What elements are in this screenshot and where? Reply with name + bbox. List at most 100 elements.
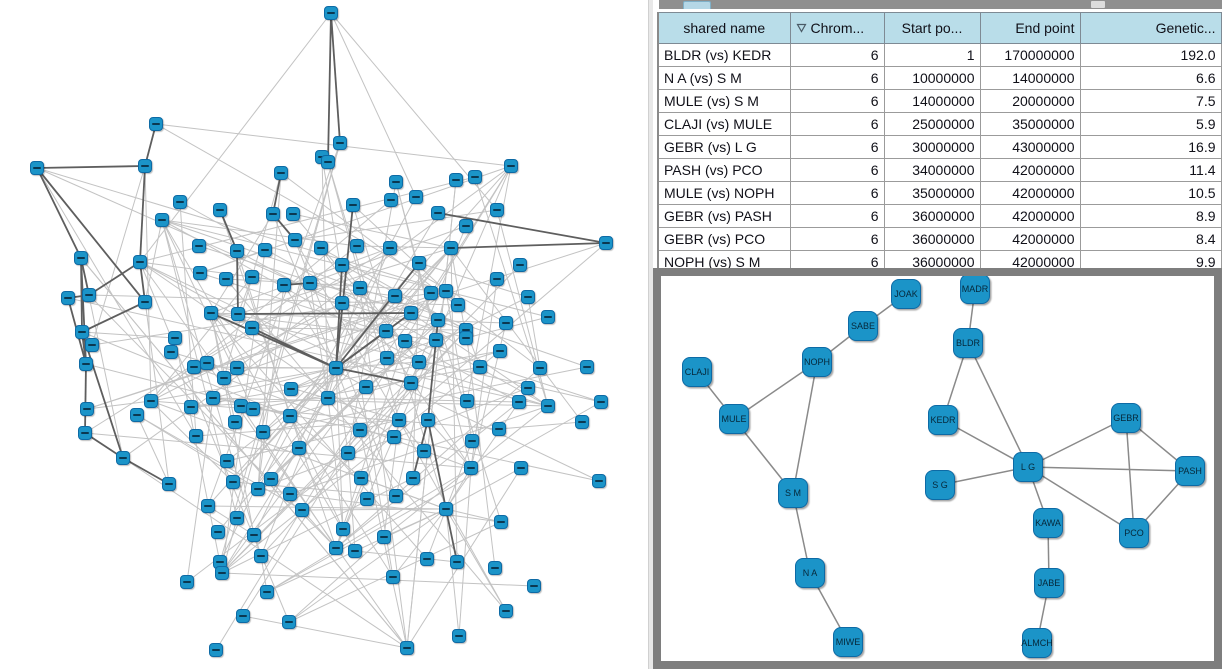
column-header-3[interactable]: End point <box>979 12 1081 44</box>
table-cell[interactable]: CLAJI (vs) MULE <box>657 112 791 136</box>
network-edge[interactable] <box>359 287 408 649</box>
table-cell[interactable]: 20000000 <box>979 89 1081 113</box>
network-edge[interactable] <box>236 165 512 369</box>
table-cell[interactable]: 11.4 <box>1079 158 1222 182</box>
network-node[interactable] <box>350 239 364 253</box>
network-edge[interactable] <box>210 312 238 369</box>
network-node[interactable] <box>184 400 198 414</box>
network-edge[interactable] <box>335 361 420 369</box>
table-cell[interactable]: 16.9 <box>1079 135 1222 159</box>
network-node[interactable] <box>266 207 280 221</box>
table-cell[interactable]: 5.9 <box>1079 112 1222 136</box>
table-cell[interactable]: 1 <box>883 43 981 67</box>
network-edge[interactable] <box>207 505 447 510</box>
network-node[interactable] <box>439 284 453 298</box>
table-cell[interactable]: 42000000 <box>979 158 1081 182</box>
table-cell[interactable]: 8.4 <box>1079 227 1222 251</box>
network-edge[interactable] <box>321 156 394 578</box>
network-node[interactable] <box>384 193 398 207</box>
table-cell[interactable]: 6 <box>789 135 885 159</box>
network-node[interactable] <box>599 236 613 250</box>
network-node[interactable] <box>256 425 270 439</box>
network-edge[interactable] <box>215 165 512 651</box>
network-node[interactable] <box>380 351 394 365</box>
network-node[interactable]: MIWE <box>833 627 863 657</box>
network-node[interactable] <box>492 422 506 436</box>
network-edge[interactable] <box>283 284 337 369</box>
network-node[interactable]: SABE <box>848 311 878 341</box>
network-edge[interactable] <box>347 452 356 552</box>
table-cell[interactable]: 192.0 <box>1079 43 1222 67</box>
network-node[interactable] <box>359 380 373 394</box>
network-edge[interactable] <box>84 363 87 434</box>
network-node[interactable] <box>61 291 75 305</box>
network-edge[interactable] <box>266 401 602 593</box>
table-cell[interactable]: 10000000 <box>883 66 981 90</box>
network-node[interactable] <box>580 360 594 374</box>
network-edge[interactable] <box>426 508 447 560</box>
network-node[interactable] <box>192 239 206 253</box>
network-edge[interactable] <box>1027 466 1135 534</box>
network-edge[interactable] <box>81 301 146 333</box>
network-node[interactable] <box>386 570 400 584</box>
network-edge[interactable] <box>427 419 472 469</box>
network-node[interactable] <box>459 331 473 345</box>
table-cell[interactable]: 6 <box>789 227 885 251</box>
network-node[interactable] <box>30 161 44 175</box>
network-node[interactable] <box>226 475 240 489</box>
network-node[interactable] <box>533 361 547 375</box>
network-node[interactable] <box>189 429 203 443</box>
network-node[interactable] <box>465 434 479 448</box>
table-cell[interactable]: MULE (vs) NOPH <box>657 181 791 205</box>
network-edge[interactable] <box>150 400 500 430</box>
network-node[interactable] <box>201 499 215 513</box>
network-node[interactable]: NOPH <box>802 347 832 377</box>
table-cell[interactable]: 10.5 <box>1079 181 1222 205</box>
network-node[interactable] <box>468 170 482 184</box>
network-node[interactable] <box>449 173 463 187</box>
network-node[interactable] <box>283 409 297 423</box>
network-node[interactable] <box>204 306 218 320</box>
network-node[interactable] <box>389 175 403 189</box>
network-node[interactable] <box>283 487 297 501</box>
network-edge[interactable] <box>288 508 447 623</box>
network-node[interactable] <box>264 472 278 486</box>
column-header-1[interactable]: Chrom... <box>789 12 885 44</box>
table-cell[interactable]: 34000000 <box>883 158 981 182</box>
network-node[interactable] <box>209 643 223 657</box>
network-node[interactable] <box>85 338 99 352</box>
network-edge[interactable] <box>236 250 239 315</box>
network-node[interactable] <box>274 166 288 180</box>
network-node[interactable] <box>504 159 518 173</box>
network-edge[interactable] <box>327 161 388 359</box>
network-node[interactable] <box>329 541 343 555</box>
network-edge[interactable] <box>251 327 337 369</box>
network-node[interactable] <box>187 360 201 374</box>
network-node[interactable] <box>389 489 403 503</box>
table-cell[interactable]: 43000000 <box>979 135 1081 159</box>
network-node[interactable] <box>488 561 502 575</box>
network-edge[interactable] <box>335 330 387 369</box>
network-edge[interactable] <box>498 421 583 430</box>
network-node[interactable] <box>200 356 214 370</box>
network-node[interactable] <box>360 492 374 506</box>
table-cell[interactable]: PASH (vs) PCO <box>657 158 791 182</box>
network-node[interactable] <box>321 155 335 169</box>
network-edge[interactable] <box>150 302 343 402</box>
table-cell[interactable]: 6 <box>789 112 885 136</box>
table-row[interactable]: GEBR (vs) L G 6 30000000 43000000 16.9 <box>657 135 1222 159</box>
network-edge[interactable] <box>155 123 507 324</box>
network-edge[interactable] <box>335 367 361 431</box>
network-node[interactable]: JOAK <box>891 279 921 309</box>
network-edge[interactable] <box>335 367 344 530</box>
network-node[interactable] <box>251 482 265 496</box>
network-node[interactable] <box>130 408 144 422</box>
network-node[interactable] <box>404 376 418 390</box>
network-node[interactable] <box>431 313 445 327</box>
network-edge[interactable] <box>792 361 818 494</box>
table-row[interactable]: PASH (vs) PCO 6 34000000 42000000 11.4 <box>657 158 1222 182</box>
network-node[interactable] <box>527 579 541 593</box>
network-node[interactable] <box>521 381 535 395</box>
network-node[interactable] <box>404 306 418 320</box>
network-edge[interactable] <box>335 319 439 369</box>
